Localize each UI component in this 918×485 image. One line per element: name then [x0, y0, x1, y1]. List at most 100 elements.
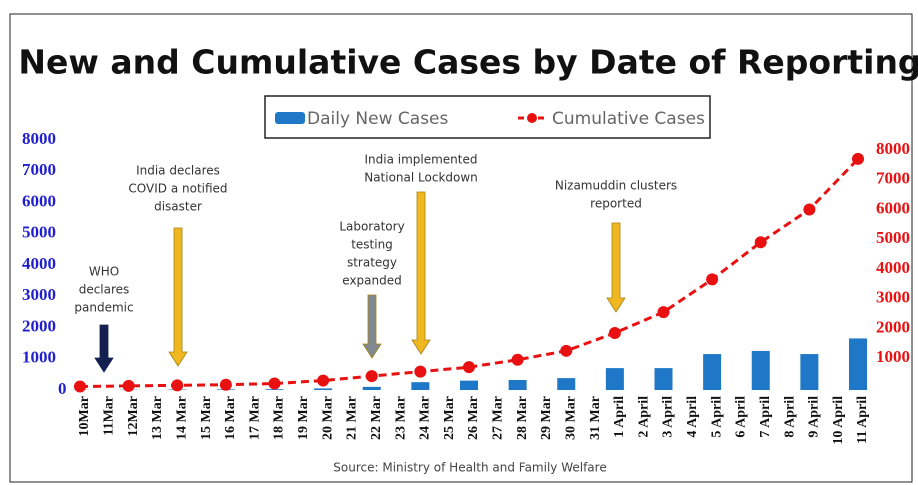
annotation: Laboratory — [339, 220, 404, 234]
x-tick-label: 8 April — [782, 396, 797, 438]
legend-label: Daily New Cases — [307, 109, 449, 129]
legend-label: Cumulative Cases — [552, 109, 705, 129]
point — [414, 365, 427, 378]
x-tick-label: 6 April — [734, 396, 749, 438]
x-tick-label: 31 Mar — [588, 396, 603, 440]
bar — [800, 354, 819, 390]
annotation: reported — [590, 197, 642, 211]
chart-title: New and Cumulative Cases by Date of Repo… — [18, 43, 918, 82]
point — [317, 374, 330, 387]
annotation: COVID a notified — [128, 182, 227, 196]
x-tick-label: 5 April — [709, 396, 724, 438]
x-tick-label: 10Mar — [77, 396, 92, 436]
bar — [605, 368, 624, 390]
y-tick-label: 1000 — [22, 348, 56, 367]
x-tick-label: 13 Mar — [150, 396, 165, 440]
x-tick-label: 29 Mar — [539, 396, 554, 440]
annotation-arrow — [94, 324, 114, 373]
point — [268, 377, 281, 390]
x-tick-label: 11Mar — [102, 396, 117, 436]
point — [560, 344, 573, 357]
x-tick-label: 10 April — [831, 396, 846, 445]
y-tick-label: 3000 — [22, 285, 56, 304]
x-tick-label: 20 Mar — [320, 396, 335, 440]
x-tick-label: 16 Mar — [223, 396, 238, 440]
y-tick-label: 7000 — [22, 160, 56, 179]
x-tick-label: 28 Mar — [515, 396, 530, 440]
legend-swatch — [527, 113, 537, 123]
point — [365, 370, 378, 383]
annotation: National Lockdown — [364, 171, 478, 185]
y-tick-label: 6000 — [22, 191, 56, 210]
x-tick-label: 9 April — [807, 396, 822, 438]
y2-tick-label: 4000 — [876, 258, 910, 277]
point — [706, 273, 719, 286]
bar — [557, 378, 576, 390]
source: Source: Ministry of Health and Family We… — [333, 461, 606, 475]
annotation: testing — [351, 238, 393, 252]
legend-box — [264, 95, 711, 139]
x-tick-label: 30 Mar — [563, 396, 578, 440]
bar — [751, 350, 770, 390]
y2-tick-label: 5000 — [876, 228, 910, 247]
x-tick-label: 24 Mar — [418, 396, 433, 440]
annotation: pandemic — [74, 301, 133, 315]
y-tick-label: 8000 — [22, 129, 56, 148]
x-tick-label: 19 Mar — [296, 396, 311, 440]
point — [463, 361, 475, 374]
annotation: disaster — [154, 200, 202, 214]
y-tick-label: 5000 — [22, 223, 56, 242]
annotation: WHO — [89, 265, 119, 279]
x-tick-label: 12Mar — [126, 396, 141, 436]
annotation: expanded — [342, 274, 401, 288]
bar — [703, 354, 722, 390]
y2-tick-label: 1000 — [876, 347, 910, 366]
bar — [654, 368, 673, 390]
x-tick-label: 21 Mar — [345, 396, 360, 440]
point — [657, 306, 670, 319]
annotation: strategy — [347, 256, 397, 270]
bar — [411, 382, 430, 390]
x-tick-label: 1 April — [612, 396, 627, 438]
point — [803, 203, 816, 216]
x-tick-label: 26 Mar — [466, 396, 481, 440]
point — [608, 326, 621, 339]
x-tick-label: 25 Mar — [442, 396, 457, 440]
bar — [849, 338, 867, 390]
x-tick-label: 22 Mar — [369, 396, 384, 440]
x-tick-label: 14 Mar — [174, 396, 189, 440]
bar — [314, 388, 333, 390]
x-tick-label: 23 Mar — [393, 396, 408, 440]
point — [171, 379, 184, 392]
bar — [362, 386, 381, 390]
annotation-arrow — [168, 227, 188, 367]
y2-tick-label: 7000 — [876, 169, 910, 188]
x-tick-label: 17 Mar — [247, 396, 262, 440]
annotation: Nizamuddin clusters — [555, 179, 677, 193]
y-tick-label: 4000 — [22, 254, 56, 273]
legend-swatch — [275, 112, 305, 124]
frame — [9, 13, 913, 483]
y2-tick-label: 8000 — [876, 139, 910, 158]
y2-tick-label: 2000 — [876, 317, 910, 336]
x-tick-label: 11 April — [855, 396, 870, 444]
x-tick-label: 3 April — [661, 396, 676, 438]
y2-tick-label: 6000 — [876, 198, 910, 217]
y-tick-label: 0 — [58, 379, 67, 398]
bar — [265, 389, 284, 390]
annotation: declares — [79, 283, 130, 297]
x-tick-label: 7 April — [758, 396, 773, 438]
annotation: India implemented — [364, 153, 477, 167]
point — [219, 378, 232, 391]
annotation-arrow — [411, 191, 431, 355]
point — [852, 152, 864, 165]
annotation-arrow — [606, 222, 626, 313]
point — [754, 236, 767, 249]
bar — [460, 380, 478, 390]
point — [511, 353, 524, 366]
x-tick-label: 18 Mar — [272, 396, 287, 440]
bar — [508, 380, 527, 390]
x-tick-label: 15 Mar — [199, 396, 214, 440]
x-tick-label: 4 April — [685, 396, 700, 438]
